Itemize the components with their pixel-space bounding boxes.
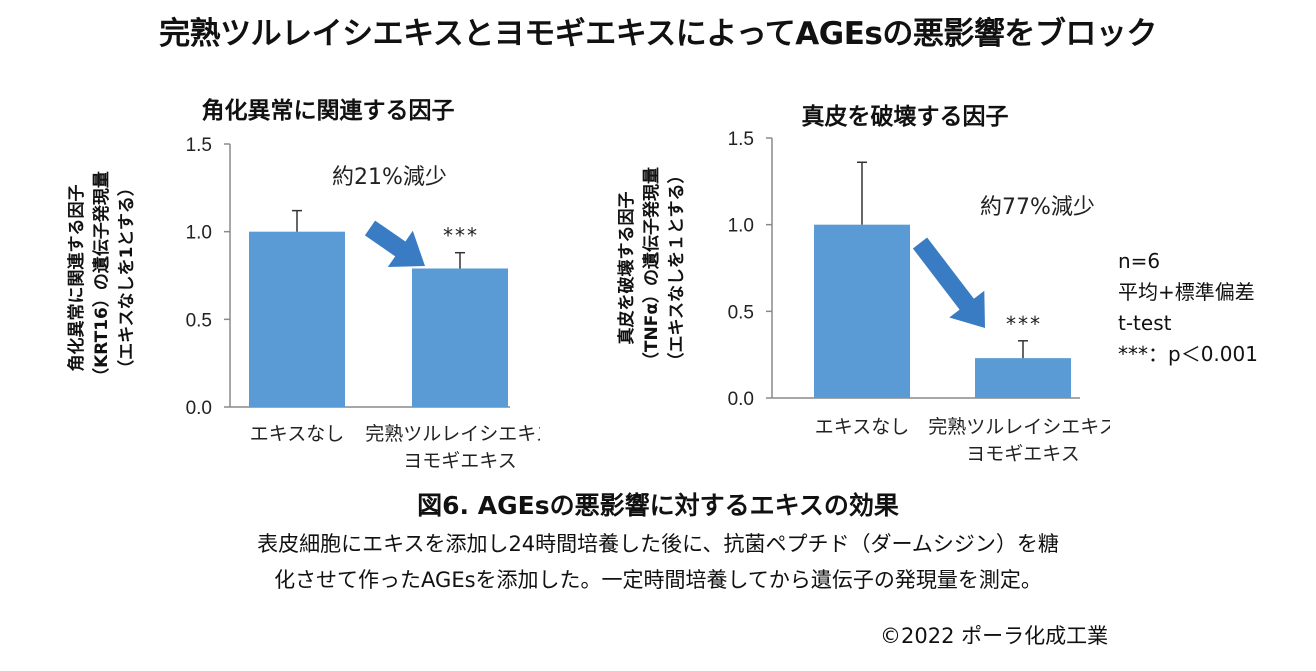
stats-note-mean-sd: 平均+標準偏差 — [1118, 280, 1255, 304]
y-tick-label: 0.5 — [186, 310, 212, 331]
category-label: 完熟ツルレイシエキス — [928, 416, 1110, 438]
y-axis-label-line: （エキスなしを１とする） — [666, 167, 687, 370]
y-tick-label: 0.0 — [728, 389, 754, 410]
y-axis-label-line: （エキスなしを1とする） — [116, 179, 137, 377]
copyright: ©2022 ポーラ化成工業 — [880, 624, 1109, 648]
category-label: ヨモギエキス — [403, 450, 516, 472]
stats-note-test: t-test — [1118, 311, 1172, 335]
y-axis-label-line: 角化異常に関連する因子 — [66, 185, 87, 372]
chart-title: 角化異常に関連する因子 — [202, 97, 455, 124]
bar — [412, 268, 508, 407]
reduction-annotation: 約21%減少 — [332, 165, 447, 190]
y-tick-label: 0.5 — [728, 302, 754, 323]
y-tick-label: 1.5 — [186, 135, 212, 156]
down-arrow-icon — [912, 237, 985, 328]
description-line-1: 表皮細胞にエキスを添加し24時間培養した後に、抗菌ペプチド（ダームシジン）を糖 — [257, 532, 1059, 556]
bar — [249, 231, 345, 407]
y-tick-label: 0.0 — [186, 398, 212, 419]
y-tick-label: 1.0 — [186, 223, 212, 244]
y-axis-label-line: （KRT16）の遺伝子発現量 — [91, 171, 112, 385]
figure-caption: 図6. AGEsの悪影響に対するエキスの効果 — [417, 491, 899, 520]
chart-title: 真皮を破壊する因子 — [802, 103, 1009, 130]
stats-notes: n=6 平均+標準偏差 t-test ***：p＜0.001 — [1118, 246, 1258, 370]
category-label: ヨモギエキス — [966, 443, 1079, 465]
reduction-annotation: 約77%減少 — [980, 195, 1095, 220]
description-line-2: 化させて作ったAGEsを添加した。一定時間培養してから遺伝子の発現量を測定。 — [274, 568, 1042, 592]
main-title: 完熟ツルレイシエキスとヨモギエキスによってAGEsの悪影響をブロック — [159, 16, 1157, 52]
category-label: エキスなし — [250, 423, 344, 445]
y-tick-label: 1.5 — [728, 129, 754, 150]
y-tick-label: 1.0 — [728, 216, 754, 237]
down-arrow-icon — [364, 220, 425, 267]
stats-note-n: n=6 — [1118, 249, 1161, 273]
y-axis-label-line: （TNFα）の遺伝子発現量 — [641, 167, 662, 369]
category-label: エキスなし — [815, 416, 909, 438]
significance-mark: *** — [442, 224, 478, 248]
y-axis-label-line: 真皮を破壊する因子 — [616, 192, 637, 345]
category-label: 完熟ツルレイシエキス — [365, 423, 540, 445]
bar — [975, 358, 1071, 398]
bar — [814, 224, 910, 398]
significance-mark: *** — [1005, 312, 1041, 336]
stats-note-pvalue: ***：p＜0.001 — [1118, 342, 1258, 366]
